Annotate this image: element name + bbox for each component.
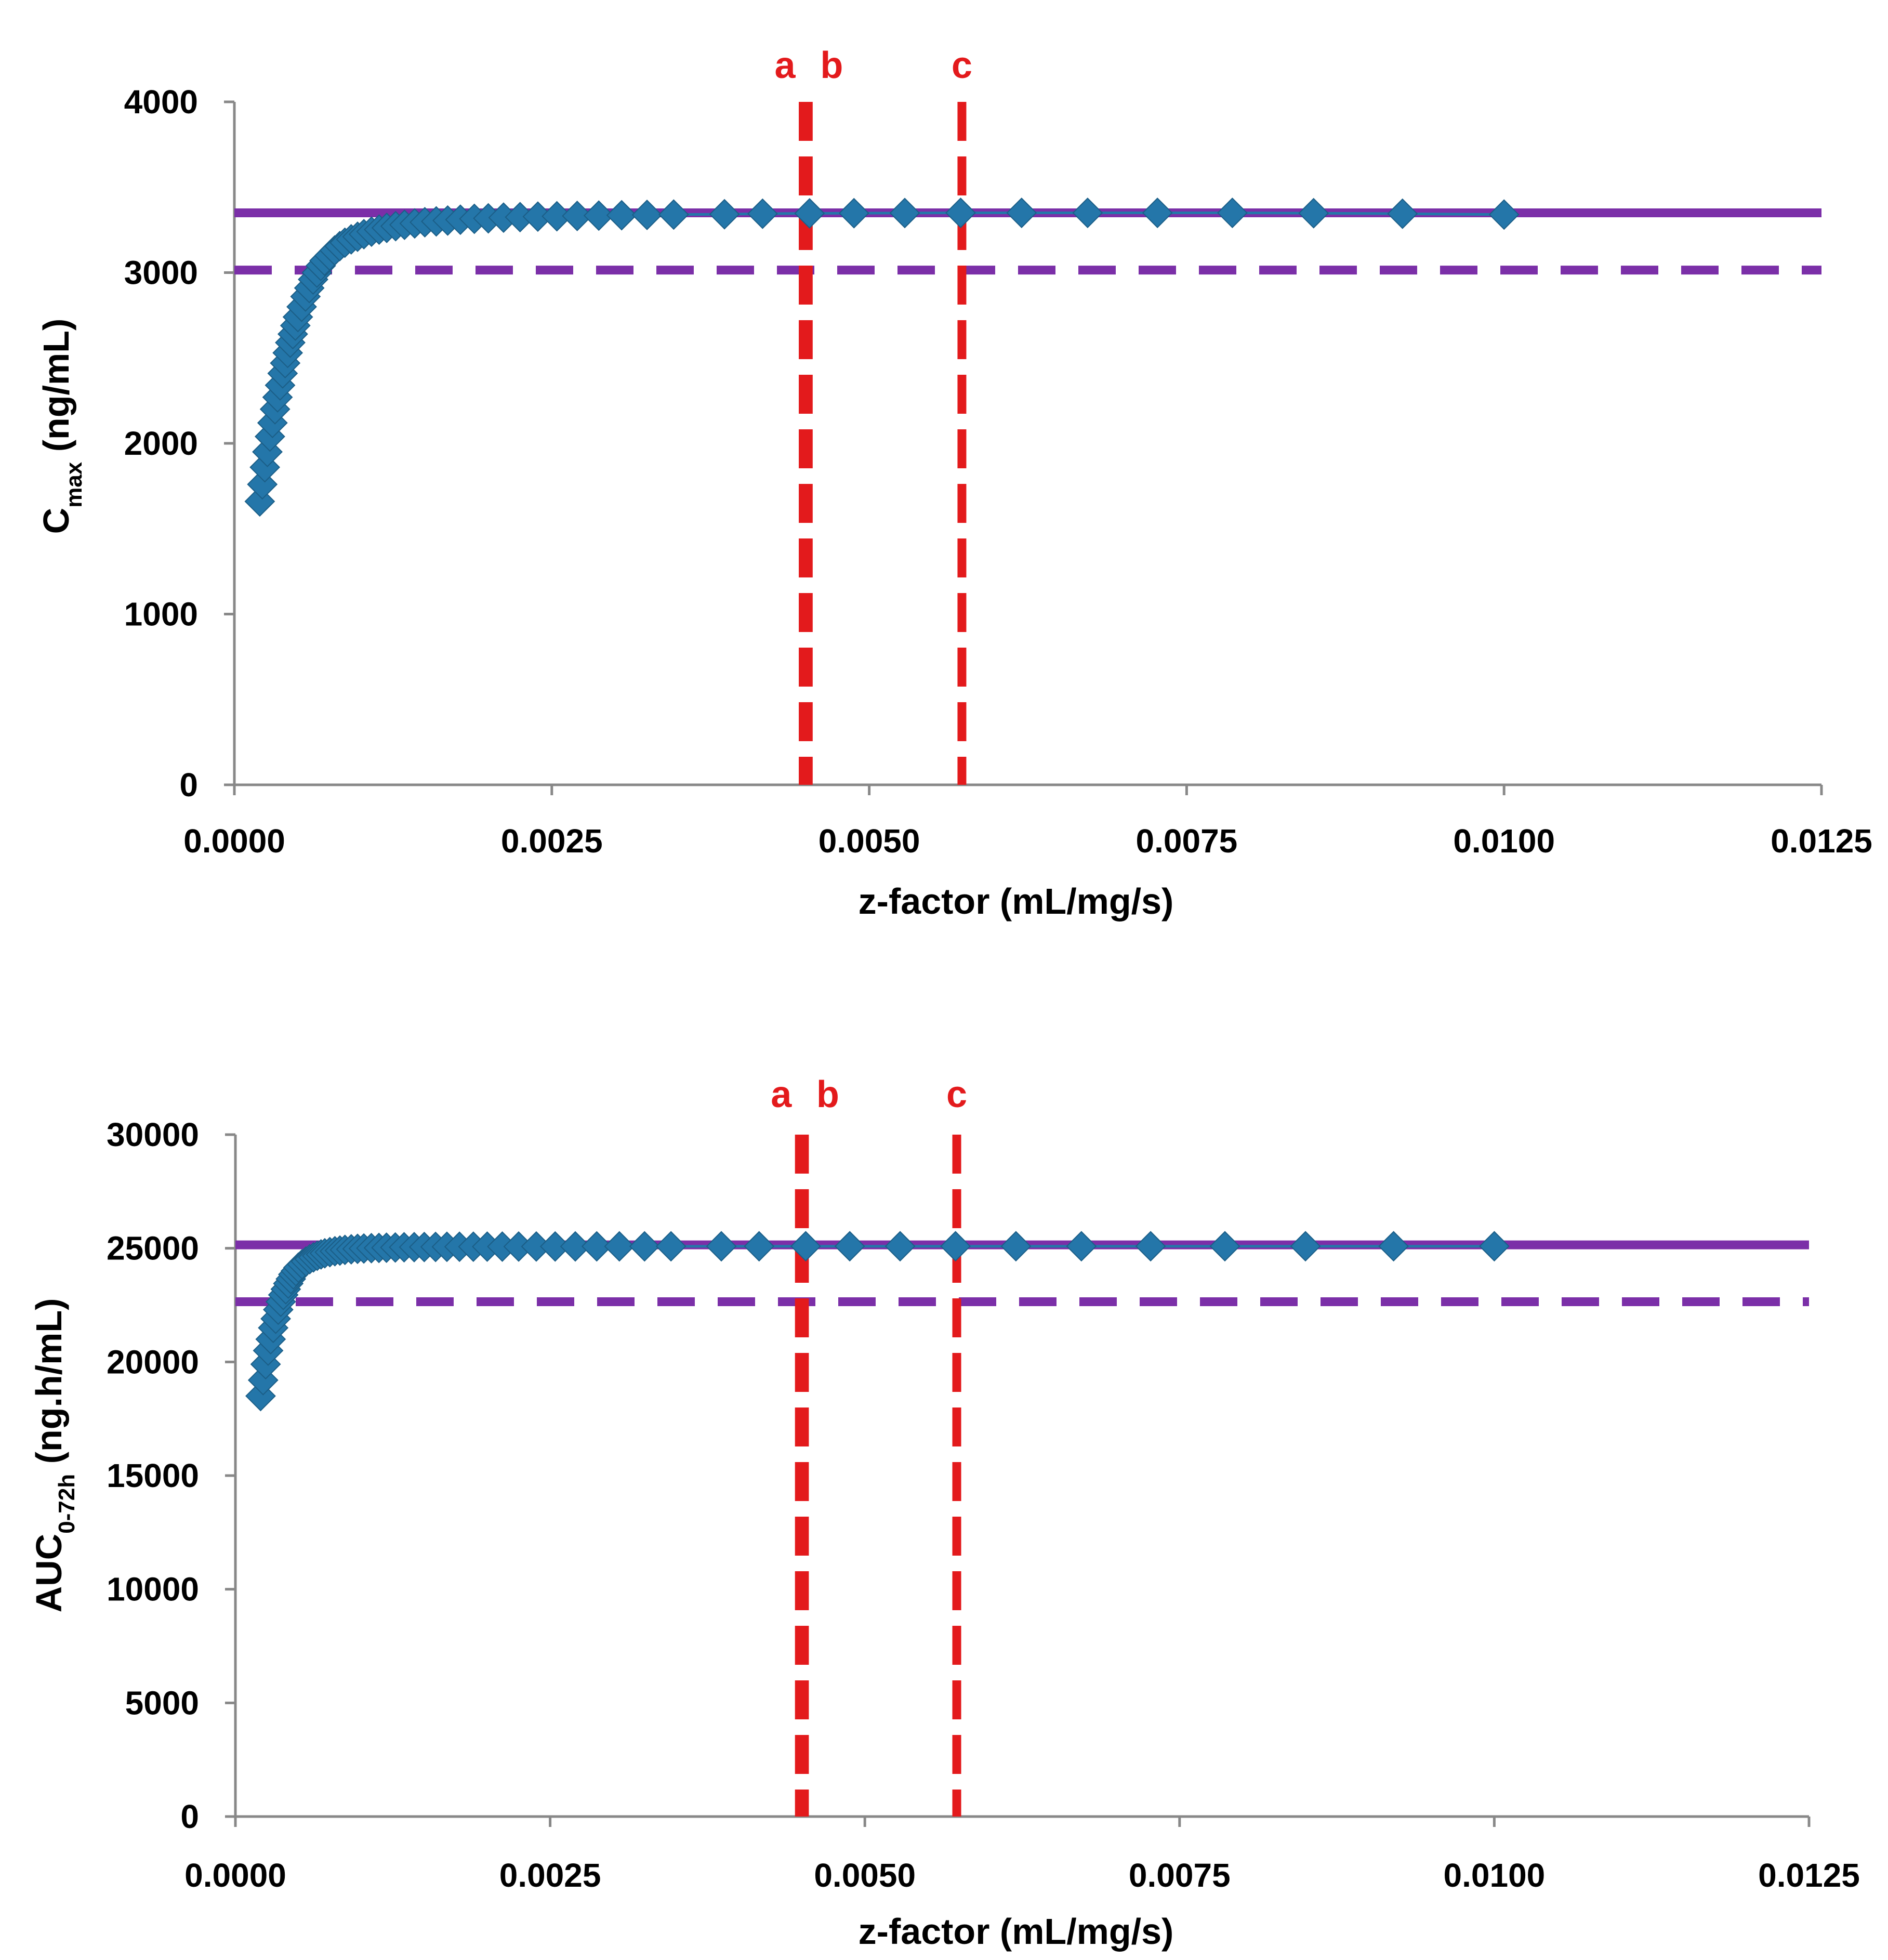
vertical-line-label-c: c bbox=[952, 45, 972, 86]
y-tick-label: 1000 bbox=[124, 596, 198, 633]
vertical-line-label-c: c bbox=[946, 1074, 967, 1115]
data-point bbox=[658, 199, 689, 230]
y-tick-label: 0 bbox=[180, 1798, 199, 1835]
x-tick-label: 0.0000 bbox=[183, 822, 285, 860]
data-point bbox=[254, 421, 285, 452]
vertical-line-label-a: a bbox=[771, 1074, 792, 1115]
data-point bbox=[1209, 1231, 1240, 1262]
y-axis-title: Cmax (ng/mL) bbox=[36, 319, 87, 534]
data-point bbox=[629, 1231, 660, 1262]
data-point bbox=[945, 198, 976, 228]
y-tick-label: 0 bbox=[179, 766, 198, 804]
data-point bbox=[631, 200, 663, 230]
x-axis-title: z-factor (mL/mg/s) bbox=[859, 1911, 1174, 1952]
data-point bbox=[834, 1231, 865, 1262]
data-point bbox=[1135, 1231, 1166, 1262]
y-axis-title: AUC0-72h (ng.h/mL) bbox=[29, 1298, 80, 1613]
data-point bbox=[1006, 198, 1037, 228]
y-tick-label: 5000 bbox=[125, 1684, 199, 1721]
series-line bbox=[258, 212, 1504, 502]
data-point bbox=[1072, 198, 1103, 228]
data-point bbox=[1142, 198, 1173, 228]
data-point bbox=[884, 1231, 916, 1262]
data-point bbox=[1217, 198, 1248, 228]
x-tick-label: 0.0125 bbox=[1758, 1857, 1860, 1894]
vertical-line-label-b: b bbox=[816, 1074, 839, 1115]
vertical-line-label-a: a bbox=[775, 45, 796, 86]
data-point bbox=[706, 1231, 737, 1262]
y-tick-label: 4000 bbox=[124, 83, 198, 121]
data-point bbox=[606, 200, 637, 231]
data-point bbox=[940, 1231, 971, 1262]
data-point bbox=[249, 452, 281, 483]
data-point bbox=[581, 1231, 612, 1262]
y-tick-label: 3000 bbox=[124, 254, 198, 292]
data-point bbox=[1066, 1231, 1097, 1262]
data-point bbox=[1378, 1231, 1409, 1262]
y-tick-label: 2000 bbox=[124, 425, 198, 462]
data-point bbox=[562, 201, 593, 231]
y-tick-label: 20000 bbox=[107, 1343, 199, 1380]
data-point bbox=[889, 198, 920, 229]
data-point bbox=[794, 198, 825, 229]
data-point bbox=[747, 198, 778, 229]
x-tick-label: 0.0025 bbox=[499, 1857, 601, 1894]
x-tick-label: 0.0050 bbox=[814, 1857, 916, 1894]
data-point bbox=[1290, 1231, 1321, 1262]
data-point bbox=[1000, 1231, 1032, 1262]
data-point bbox=[560, 1231, 591, 1262]
series-line bbox=[259, 1245, 1495, 1397]
data-point bbox=[744, 1231, 775, 1262]
chart-cmax: Cmax (ng/mL) z-factor (mL/mg/s) 0 1000 200… bbox=[36, 45, 1872, 922]
y-tick-label: 30000 bbox=[107, 1116, 199, 1153]
data-point bbox=[1488, 199, 1520, 230]
data-point bbox=[1298, 198, 1329, 229]
data-point bbox=[583, 200, 614, 231]
vertical-line-label-b: b bbox=[820, 45, 843, 86]
data-point bbox=[247, 1364, 279, 1396]
x-tick-label: 0.0075 bbox=[1129, 1857, 1231, 1894]
x-axis-title: z-factor (mL/mg/s) bbox=[859, 881, 1174, 922]
chart-auc: AUC0-72h (ng.h/mL) z-factor (mL/mg/s) 0 5… bbox=[29, 1074, 1860, 1952]
y-tick-label: 10000 bbox=[107, 1571, 199, 1608]
x-tick-label: 0.0075 bbox=[1136, 822, 1238, 860]
data-point bbox=[604, 1231, 635, 1262]
data-point bbox=[245, 1380, 276, 1412]
y-tick-label: 15000 bbox=[107, 1457, 199, 1494]
x-tick-label: 0.0100 bbox=[1444, 1857, 1546, 1894]
y-tick-label: 25000 bbox=[107, 1230, 199, 1267]
x-tick-label: 0.0025 bbox=[501, 822, 603, 860]
data-point bbox=[655, 1231, 686, 1262]
data-point bbox=[709, 199, 740, 230]
data-point bbox=[1387, 198, 1418, 229]
data-point bbox=[790, 1231, 821, 1262]
x-tick-label: 0.0050 bbox=[818, 822, 920, 860]
x-tick-label: 0.0100 bbox=[1453, 822, 1555, 860]
x-tick-label: 0.0000 bbox=[184, 1857, 286, 1894]
x-tick-label: 0.0125 bbox=[1771, 822, 1872, 860]
data-point bbox=[838, 198, 869, 229]
data-point bbox=[1478, 1231, 1510, 1262]
